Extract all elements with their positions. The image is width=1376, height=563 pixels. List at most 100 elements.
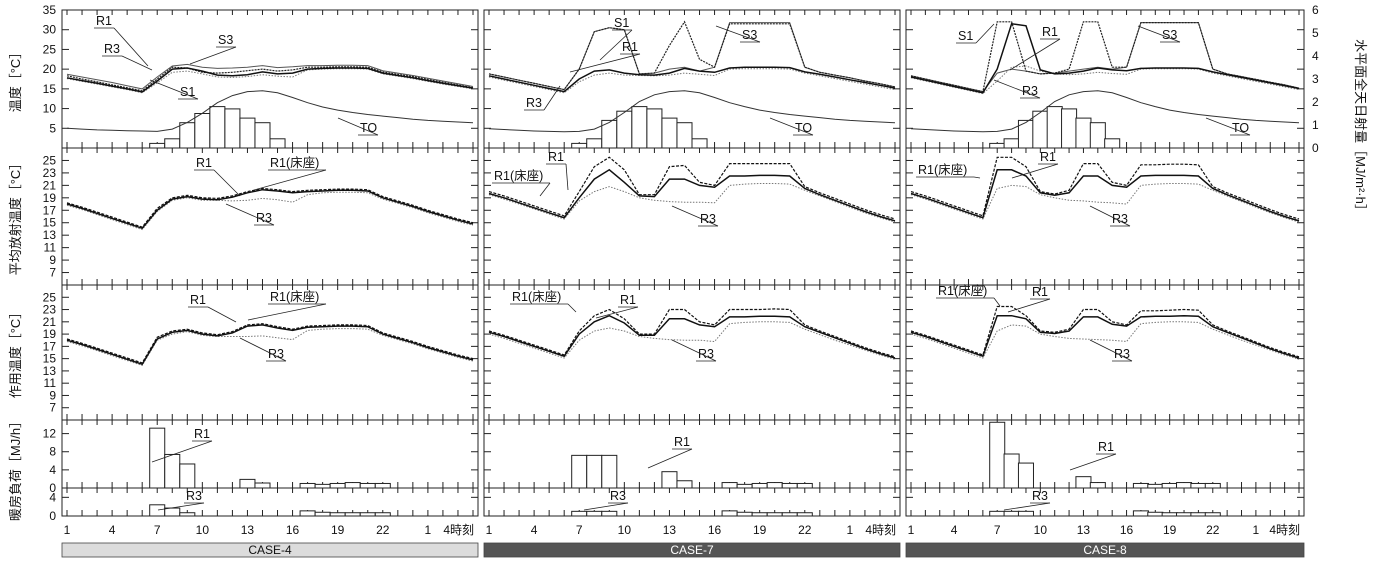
y-tick-label: 30 — [43, 23, 57, 37]
load-bar-R1 — [990, 422, 1005, 488]
load-bar-R1 — [797, 483, 812, 488]
solar-bar — [572, 143, 587, 148]
series-line-R1-floor — [489, 157, 895, 219]
y-tick-label: 23 — [43, 166, 57, 180]
solar-bar — [165, 139, 180, 148]
solar-bar — [662, 118, 677, 148]
load-bar-R1 — [1076, 477, 1091, 488]
annotation-r1-floor: R1(床座) — [938, 283, 987, 298]
right-y-tick-label: 0 — [1312, 141, 1319, 155]
y-tick-label: 4 — [49, 490, 56, 504]
x-tick-label: 13 — [663, 523, 677, 537]
x-tick-label: 19 — [331, 523, 345, 537]
load-bar-R1 — [602, 455, 617, 488]
load-bar-R1 — [587, 455, 602, 488]
solar-bar — [270, 139, 285, 148]
y-tick-label: 17 — [43, 339, 57, 353]
y-axis-label: 平均放射温度［°C］ — [8, 157, 23, 276]
load-bar-R3 — [1018, 511, 1033, 516]
x-tick-label: 1 — [908, 523, 915, 537]
y-tick-label: 0 — [49, 509, 56, 523]
x-tick-label: 7 — [154, 523, 161, 537]
load-bar-R1 — [1162, 483, 1177, 488]
annotation-leader — [540, 183, 550, 196]
load-bar-R1 — [722, 483, 737, 488]
annotation-leader — [122, 56, 152, 70]
x-tick-label: 22 — [1206, 523, 1220, 537]
load-bar-R3 — [1191, 513, 1206, 516]
solar-bar — [990, 143, 1005, 148]
solar-bar — [210, 107, 225, 148]
x-tick-label: 19 — [1163, 523, 1177, 537]
load-bar-R3 — [150, 505, 165, 516]
x-tick-label: 1 — [1253, 523, 1260, 537]
series-line-R3 — [911, 322, 1299, 360]
y-tick-label: 10 — [43, 102, 57, 116]
load-bar-R3 — [1162, 513, 1177, 516]
x-tick-label: 13 — [1077, 523, 1091, 537]
y-tick-label: 20 — [43, 62, 57, 76]
annotation-r1: R1 — [674, 435, 690, 449]
y-tick-label: 15 — [43, 82, 57, 96]
annotation-s1: S1 — [958, 29, 973, 43]
x-tick-label: 4 — [531, 523, 538, 537]
load-bar-R3 — [375, 513, 390, 516]
annotation-s3: S3 — [218, 33, 233, 47]
load-bar-R3 — [1148, 512, 1163, 516]
solar-bar — [180, 123, 195, 148]
annotation-leader — [570, 54, 640, 72]
solar-bar — [255, 123, 270, 148]
solar-bar — [1062, 109, 1077, 148]
load-bar-R1 — [572, 455, 587, 488]
solar-bar — [1004, 139, 1019, 148]
y-tick-label: 11 — [44, 241, 57, 255]
y-tick-label: 17 — [43, 203, 57, 217]
solar-bar — [1105, 139, 1120, 148]
x-tick-label: 1 — [64, 523, 71, 537]
solar-bar — [240, 118, 255, 148]
load-bar-R1 — [662, 472, 677, 488]
solar-bar — [587, 139, 602, 148]
load-bar-R1 — [345, 483, 360, 488]
load-bar-R3 — [1004, 511, 1019, 516]
annotation-r1: R1 — [1040, 150, 1056, 164]
annotation-leader — [1070, 454, 1116, 470]
series-line-R1 — [489, 67, 895, 91]
annotation-leader — [584, 503, 628, 510]
annotation-r1: R1 — [96, 14, 112, 28]
load-bar-R3 — [330, 513, 345, 516]
load-bar-R1 — [180, 464, 195, 488]
annotation-r3: R3 — [610, 489, 626, 503]
load-bar-R1 — [752, 483, 767, 488]
load-bar-R1 — [300, 483, 315, 488]
load-bar-R3 — [572, 511, 587, 516]
panel-frame — [484, 420, 900, 488]
right-y-tick-label: 4 — [1312, 49, 1319, 63]
load-bar-R3 — [360, 513, 375, 516]
panel-frame — [62, 488, 478, 516]
solar-bar — [632, 107, 647, 148]
right-y-tick-label: 3 — [1312, 72, 1319, 86]
annotation-r1-floor: R1(床座) — [270, 289, 319, 304]
y-tick-label: 35 — [43, 3, 57, 17]
annotation-to: TO — [1232, 121, 1249, 135]
load-bar-R3 — [1205, 513, 1220, 516]
load-bar-R1 — [360, 483, 375, 488]
y-tick-label: 25 — [43, 42, 57, 56]
x-tick-label: 7 — [576, 523, 583, 537]
load-bar-R1 — [165, 454, 180, 488]
load-bar-R1 — [255, 483, 270, 488]
solar-bar — [225, 109, 240, 148]
load-bar-R1 — [782, 483, 797, 488]
load-bar-R3 — [737, 512, 752, 516]
solar-bar — [150, 143, 165, 148]
annotation-leader — [1012, 164, 1058, 178]
series-line-S3 — [489, 23, 895, 90]
load-bar-R3 — [722, 511, 737, 516]
y-tick-label: 25 — [43, 290, 57, 304]
annotation-leader — [566, 164, 568, 190]
series-line-S1 — [489, 22, 895, 90]
y-tick-label: 19 — [43, 191, 57, 205]
